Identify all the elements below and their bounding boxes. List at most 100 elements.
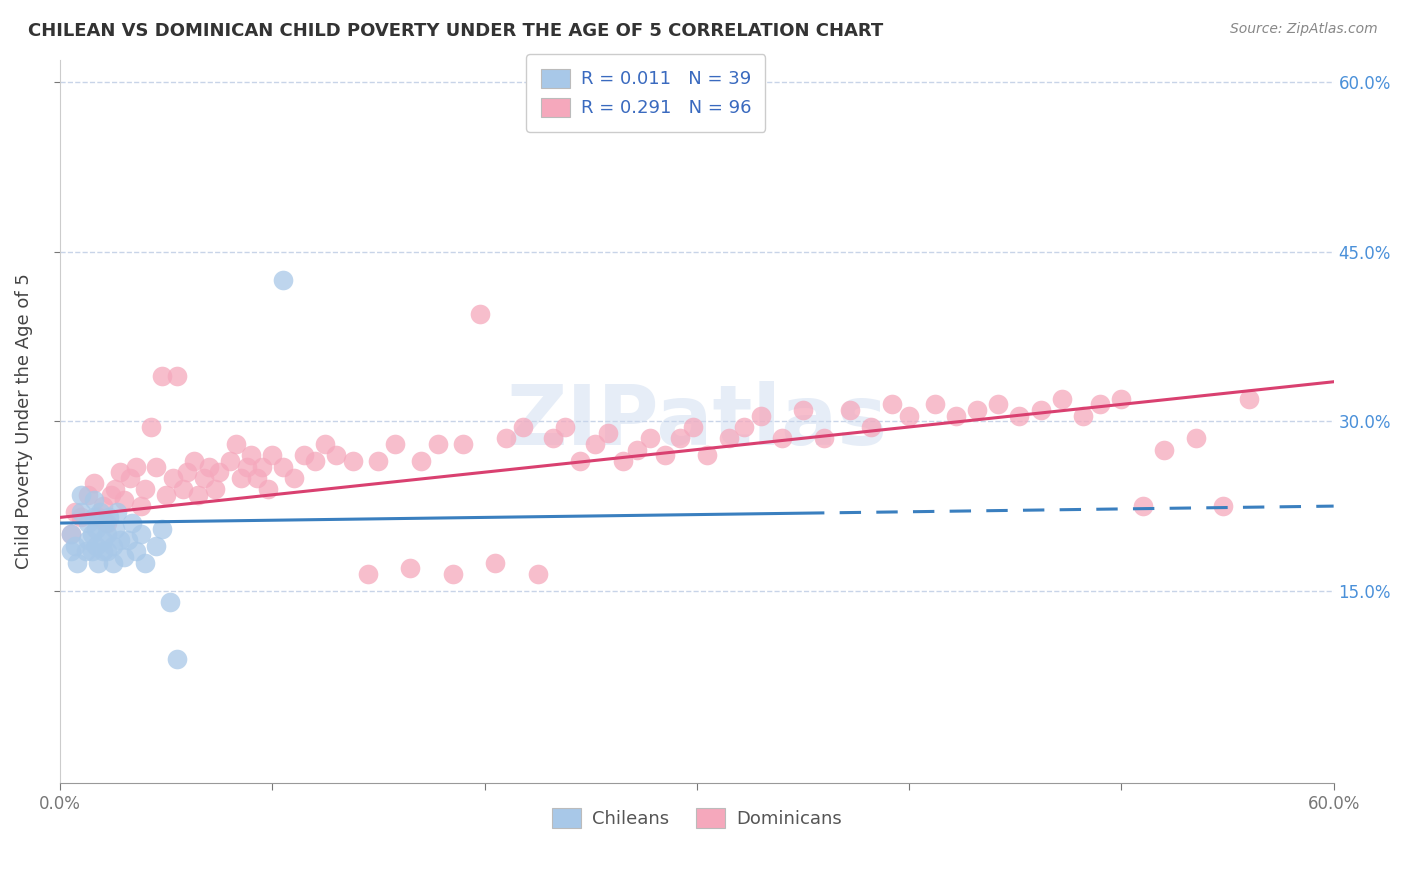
Point: [76, 516, 98, 530]
Point: [108, 533, 131, 547]
Point: [882, 397, 904, 411]
Text: CHILEAN VS DOMINICAN CHILD POVERTY UNDER THE AGE OF 5 CORRELATION CHART: CHILEAN VS DOMINICAN CHILD POVERTY UNDER…: [28, 22, 883, 40]
Point: [63, 539, 86, 553]
Point: [257, 482, 280, 496]
Point: [229, 471, 252, 485]
Point: [96, 544, 118, 558]
Point: [166, 651, 188, 665]
Point: [554, 420, 576, 434]
Point: [384, 437, 406, 451]
Point: [87, 556, 110, 570]
Point: [66, 556, 89, 570]
Point: [76, 533, 98, 547]
Point: [1111, 392, 1133, 406]
Point: [526, 566, 548, 581]
Point: [325, 448, 347, 462]
Point: [1132, 499, 1154, 513]
Point: [101, 539, 124, 553]
Point: [59, 544, 82, 558]
Point: [134, 482, 156, 496]
Point: [292, 448, 315, 462]
Point: [145, 539, 167, 553]
Point: [898, 409, 921, 423]
Point: [70, 505, 93, 519]
Point: [121, 516, 143, 530]
Point: [125, 459, 148, 474]
Point: [150, 522, 173, 536]
Y-axis label: Child Poverty Under the Age of 5: Child Poverty Under the Age of 5: [15, 273, 32, 569]
Point: [89, 505, 111, 519]
Point: [80, 527, 103, 541]
Point: [512, 420, 534, 434]
Point: [145, 459, 167, 474]
Point: [83, 476, 105, 491]
Point: [134, 556, 156, 570]
Point: [246, 471, 269, 485]
Point: [208, 465, 231, 479]
Point: [669, 431, 692, 445]
Point: [96, 527, 118, 541]
Point: [104, 482, 127, 496]
Point: [63, 505, 86, 519]
Point: [612, 454, 634, 468]
Point: [717, 431, 740, 445]
Point: [93, 516, 115, 530]
Point: [240, 448, 263, 462]
Point: [1071, 409, 1094, 423]
Point: [225, 437, 247, 451]
Point: [792, 403, 814, 417]
Point: [204, 482, 226, 496]
Point: [367, 454, 389, 468]
Point: [125, 544, 148, 558]
Point: [187, 488, 209, 502]
Legend: Chileans, Dominicans: Chileans, Dominicans: [546, 801, 849, 836]
Point: [596, 425, 619, 440]
Point: [91, 533, 114, 547]
Point: [409, 454, 432, 468]
Point: [70, 510, 93, 524]
Point: [219, 454, 242, 468]
Point: [770, 431, 793, 445]
Point: [541, 431, 564, 445]
Point: [117, 533, 139, 547]
Point: [453, 437, 475, 451]
Point: [183, 454, 205, 468]
Point: [357, 566, 380, 581]
Point: [83, 493, 105, 508]
Point: [59, 527, 82, 541]
Point: [59, 527, 82, 541]
Point: [399, 561, 422, 575]
Point: [166, 369, 188, 384]
Point: [749, 409, 772, 423]
Point: [314, 437, 336, 451]
Point: [682, 420, 704, 434]
Point: [813, 431, 835, 445]
Point: [733, 420, 755, 434]
Point: [84, 539, 107, 553]
Point: [155, 488, 177, 502]
Point: [924, 397, 946, 411]
Point: [104, 522, 127, 536]
Point: [80, 544, 103, 558]
Point: [76, 488, 98, 502]
Point: [236, 459, 259, 474]
Point: [150, 369, 173, 384]
Point: [84, 522, 107, 536]
Point: [654, 448, 676, 462]
Text: Source: ZipAtlas.com: Source: ZipAtlas.com: [1230, 22, 1378, 37]
Point: [426, 437, 449, 451]
Point: [1184, 431, 1206, 445]
Point: [696, 448, 718, 462]
Point: [1153, 442, 1175, 457]
Point: [945, 409, 967, 423]
Point: [70, 488, 93, 502]
Point: [1008, 409, 1031, 423]
Point: [87, 510, 110, 524]
Point: [162, 471, 184, 485]
Point: [1212, 499, 1234, 513]
Point: [987, 397, 1010, 411]
Point: [112, 493, 135, 508]
Point: [120, 471, 142, 485]
Point: [172, 482, 194, 496]
Point: [342, 454, 364, 468]
